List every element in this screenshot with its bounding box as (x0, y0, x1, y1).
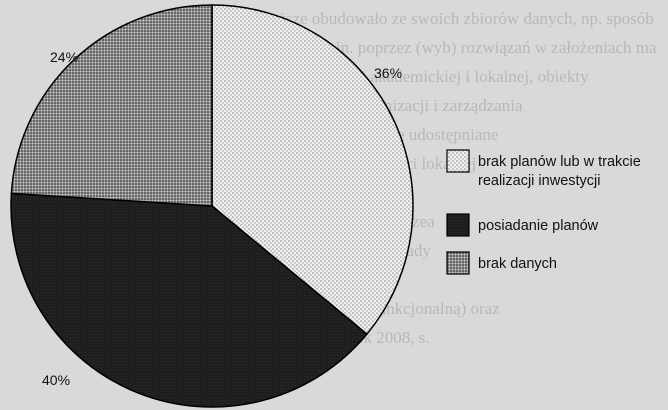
legend-label: brak danych (478, 256, 557, 272)
pie-slice (10, 192, 368, 408)
legend-swatch (446, 149, 470, 173)
slice-percent-label: 24% (50, 49, 78, 65)
slice-percent-label: 36% (374, 65, 402, 81)
pie-slices (10, 4, 414, 408)
pie-slice (211, 4, 414, 336)
legend-swatch (446, 251, 470, 275)
pie-labels: 36% 40% 24% (42, 49, 402, 388)
legend-swatch (446, 213, 470, 237)
bg-line: zeczni wyższe obudowało ze swoich zbioró… (210, 9, 654, 28)
legend-label: brak planów lub w trakcie (478, 154, 641, 170)
legend-label: posiadanie planów (478, 218, 599, 234)
pie-slice (10, 4, 213, 207)
legend: brak planów lub w trakcie realizacji inwe… (446, 149, 641, 275)
slice-percent-label: 40% (42, 372, 70, 388)
legend-label: realizacji inwestycji (478, 173, 600, 189)
